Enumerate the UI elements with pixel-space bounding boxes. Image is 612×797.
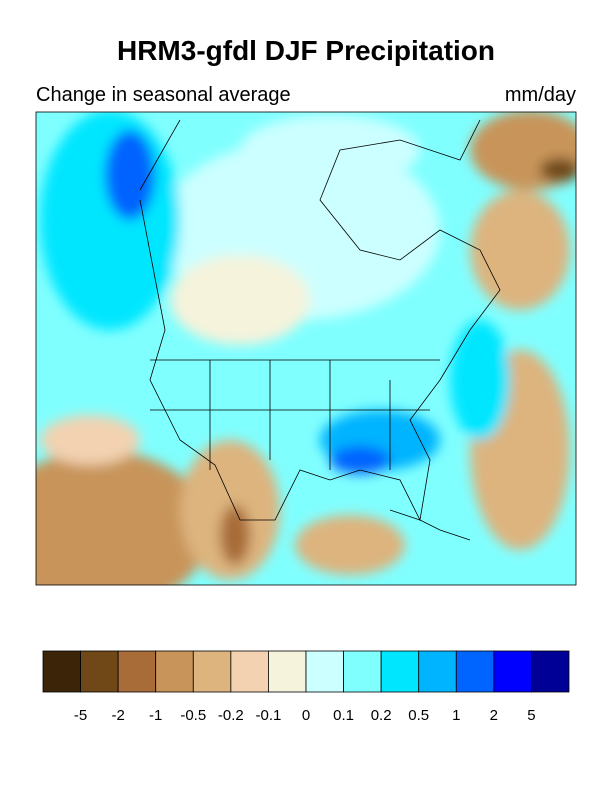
colorbar-box [418, 650, 457, 693]
colorbar-label: 0.1 [333, 707, 354, 724]
colorbar-label: 0.5 [408, 707, 429, 724]
map [36, 112, 576, 585]
colorbar-box [343, 650, 382, 693]
colorbar-box [117, 650, 157, 693]
colorbar-label: -0.5 [180, 707, 206, 724]
colorbar-label: -1 [149, 707, 162, 724]
colorbar-label: -5 [74, 707, 87, 724]
colorbar-label: -2 [111, 707, 124, 724]
colorbar-label: -0.2 [218, 707, 244, 724]
colorbar-box [155, 650, 194, 693]
colorbar-label: 0.2 [371, 707, 392, 724]
colorbar-box [531, 650, 570, 693]
colorbar-label: 0 [302, 707, 310, 724]
colorbar-box [455, 650, 495, 693]
colorbar-box [80, 650, 119, 693]
colorbar-label: -0.1 [255, 707, 281, 724]
precip-field [36, 112, 576, 585]
title: HRM3-gfdl DJF Precipitation [117, 35, 495, 66]
colorbar-box [380, 650, 420, 693]
map-frame [35, 111, 577, 586]
coastlines [139, 119, 501, 541]
colorbar-box [268, 650, 307, 693]
colorbar-box [305, 650, 344, 693]
subtitle: Change in seasonal average [36, 84, 291, 106]
colorbar-label: 1 [452, 707, 460, 724]
colorbar: -5 -2 -1 -0.5 -0.2 -0.1 0 0.1 0.2 0.5 1 2 5 [42, 650, 570, 724]
colorbar-box [42, 650, 81, 693]
colorbar-box [230, 650, 269, 693]
colorbar-label: 2 [490, 707, 498, 724]
units: mm/day [505, 84, 576, 106]
colorbar-label: 5 [527, 707, 535, 724]
colorbar-box [493, 650, 532, 693]
colorbar-box [192, 650, 232, 693]
